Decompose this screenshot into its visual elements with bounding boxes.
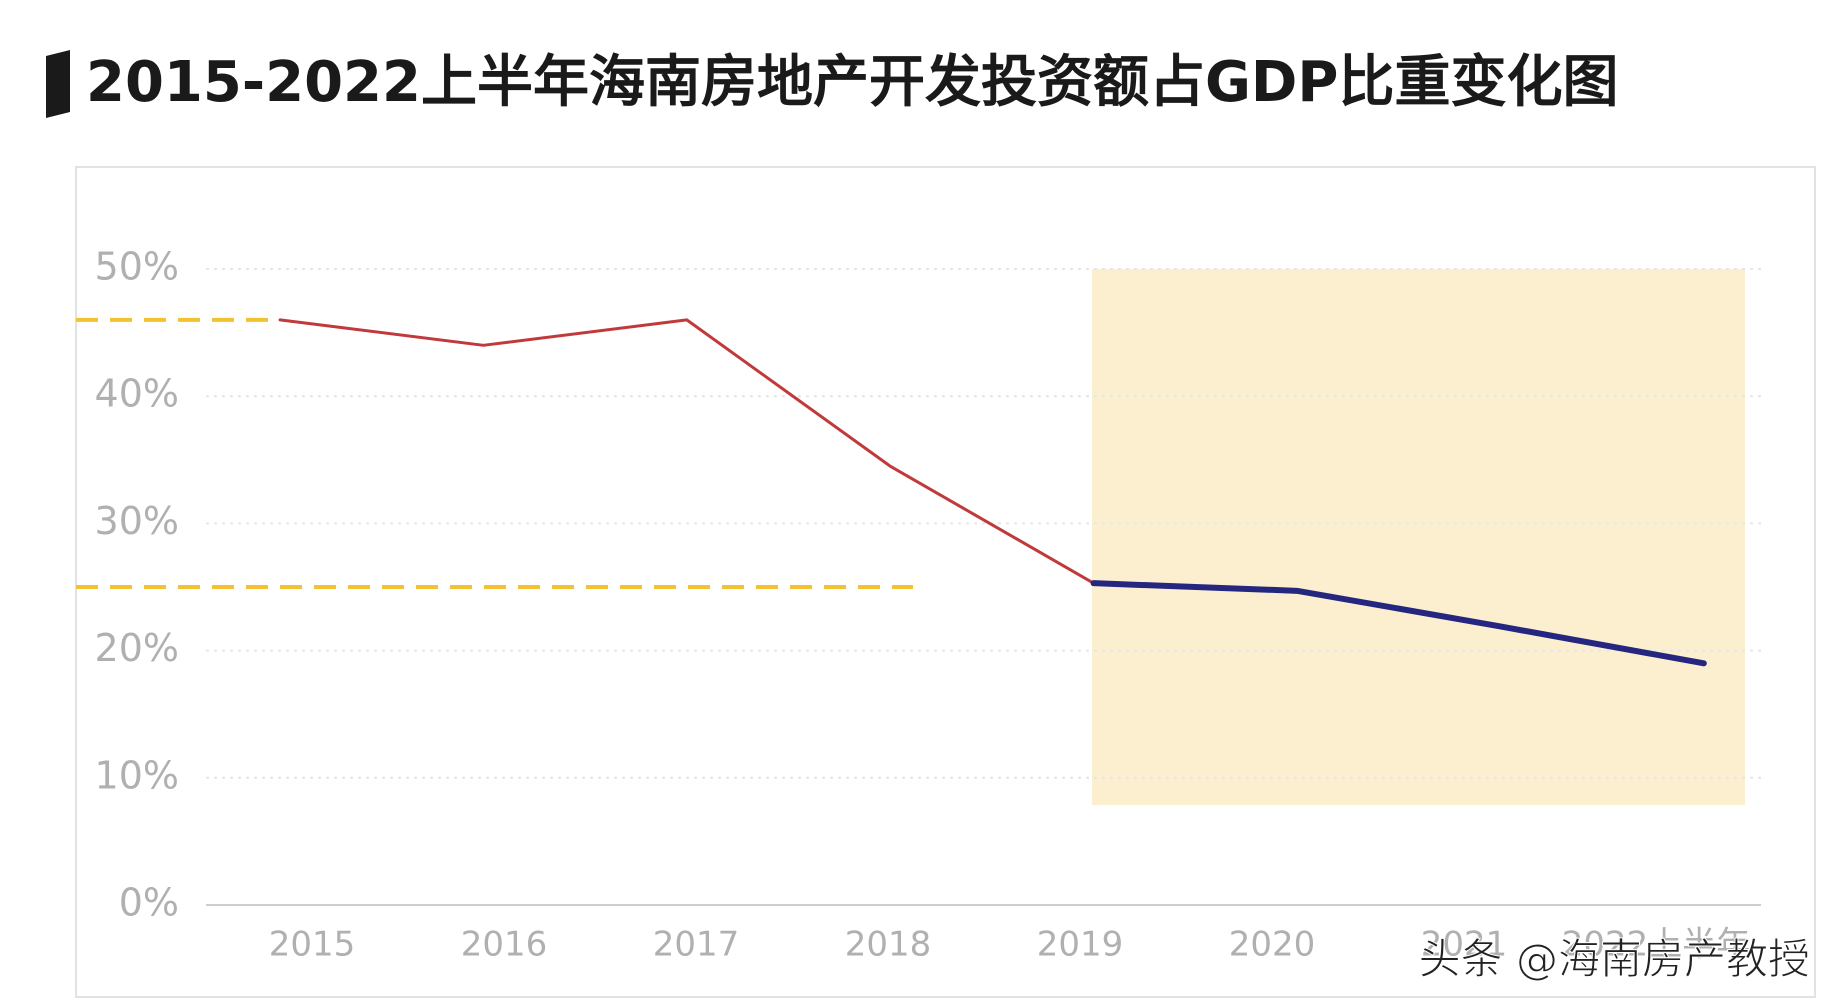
- data-line: [278, 318, 1096, 585]
- highlight-region: [1092, 269, 1745, 805]
- y-tick-label: 0%: [119, 881, 179, 925]
- title-marker: [46, 50, 70, 118]
- x-tick-label: 2016: [461, 925, 548, 965]
- y-tick-label: 50%: [95, 245, 179, 289]
- watermark: 头条 @海南房产教授: [1419, 935, 1810, 984]
- x-tick-label: 2020: [1229, 925, 1316, 965]
- y-tick-label: 10%: [95, 753, 179, 797]
- x-tick-label: 2018: [845, 925, 932, 965]
- x-tick-label: 2022上半年: [1562, 925, 1751, 965]
- x-tick-label: 2021: [1421, 925, 1508, 965]
- y-tick-label: 20%: [95, 626, 179, 670]
- chart-title: 2015-2022上半年海南房地产开发投资额占GDP比重变化图: [86, 50, 1618, 115]
- x-tick-label: 2015: [269, 925, 356, 965]
- x-tick-label: 2017: [653, 925, 740, 965]
- plot-frame: [75, 166, 1816, 998]
- y-tick-label: 30%: [95, 499, 179, 543]
- data-line: [1090, 580, 1707, 667]
- x-tick-label: 2019: [1037, 925, 1124, 965]
- y-tick-label: 40%: [95, 372, 179, 416]
